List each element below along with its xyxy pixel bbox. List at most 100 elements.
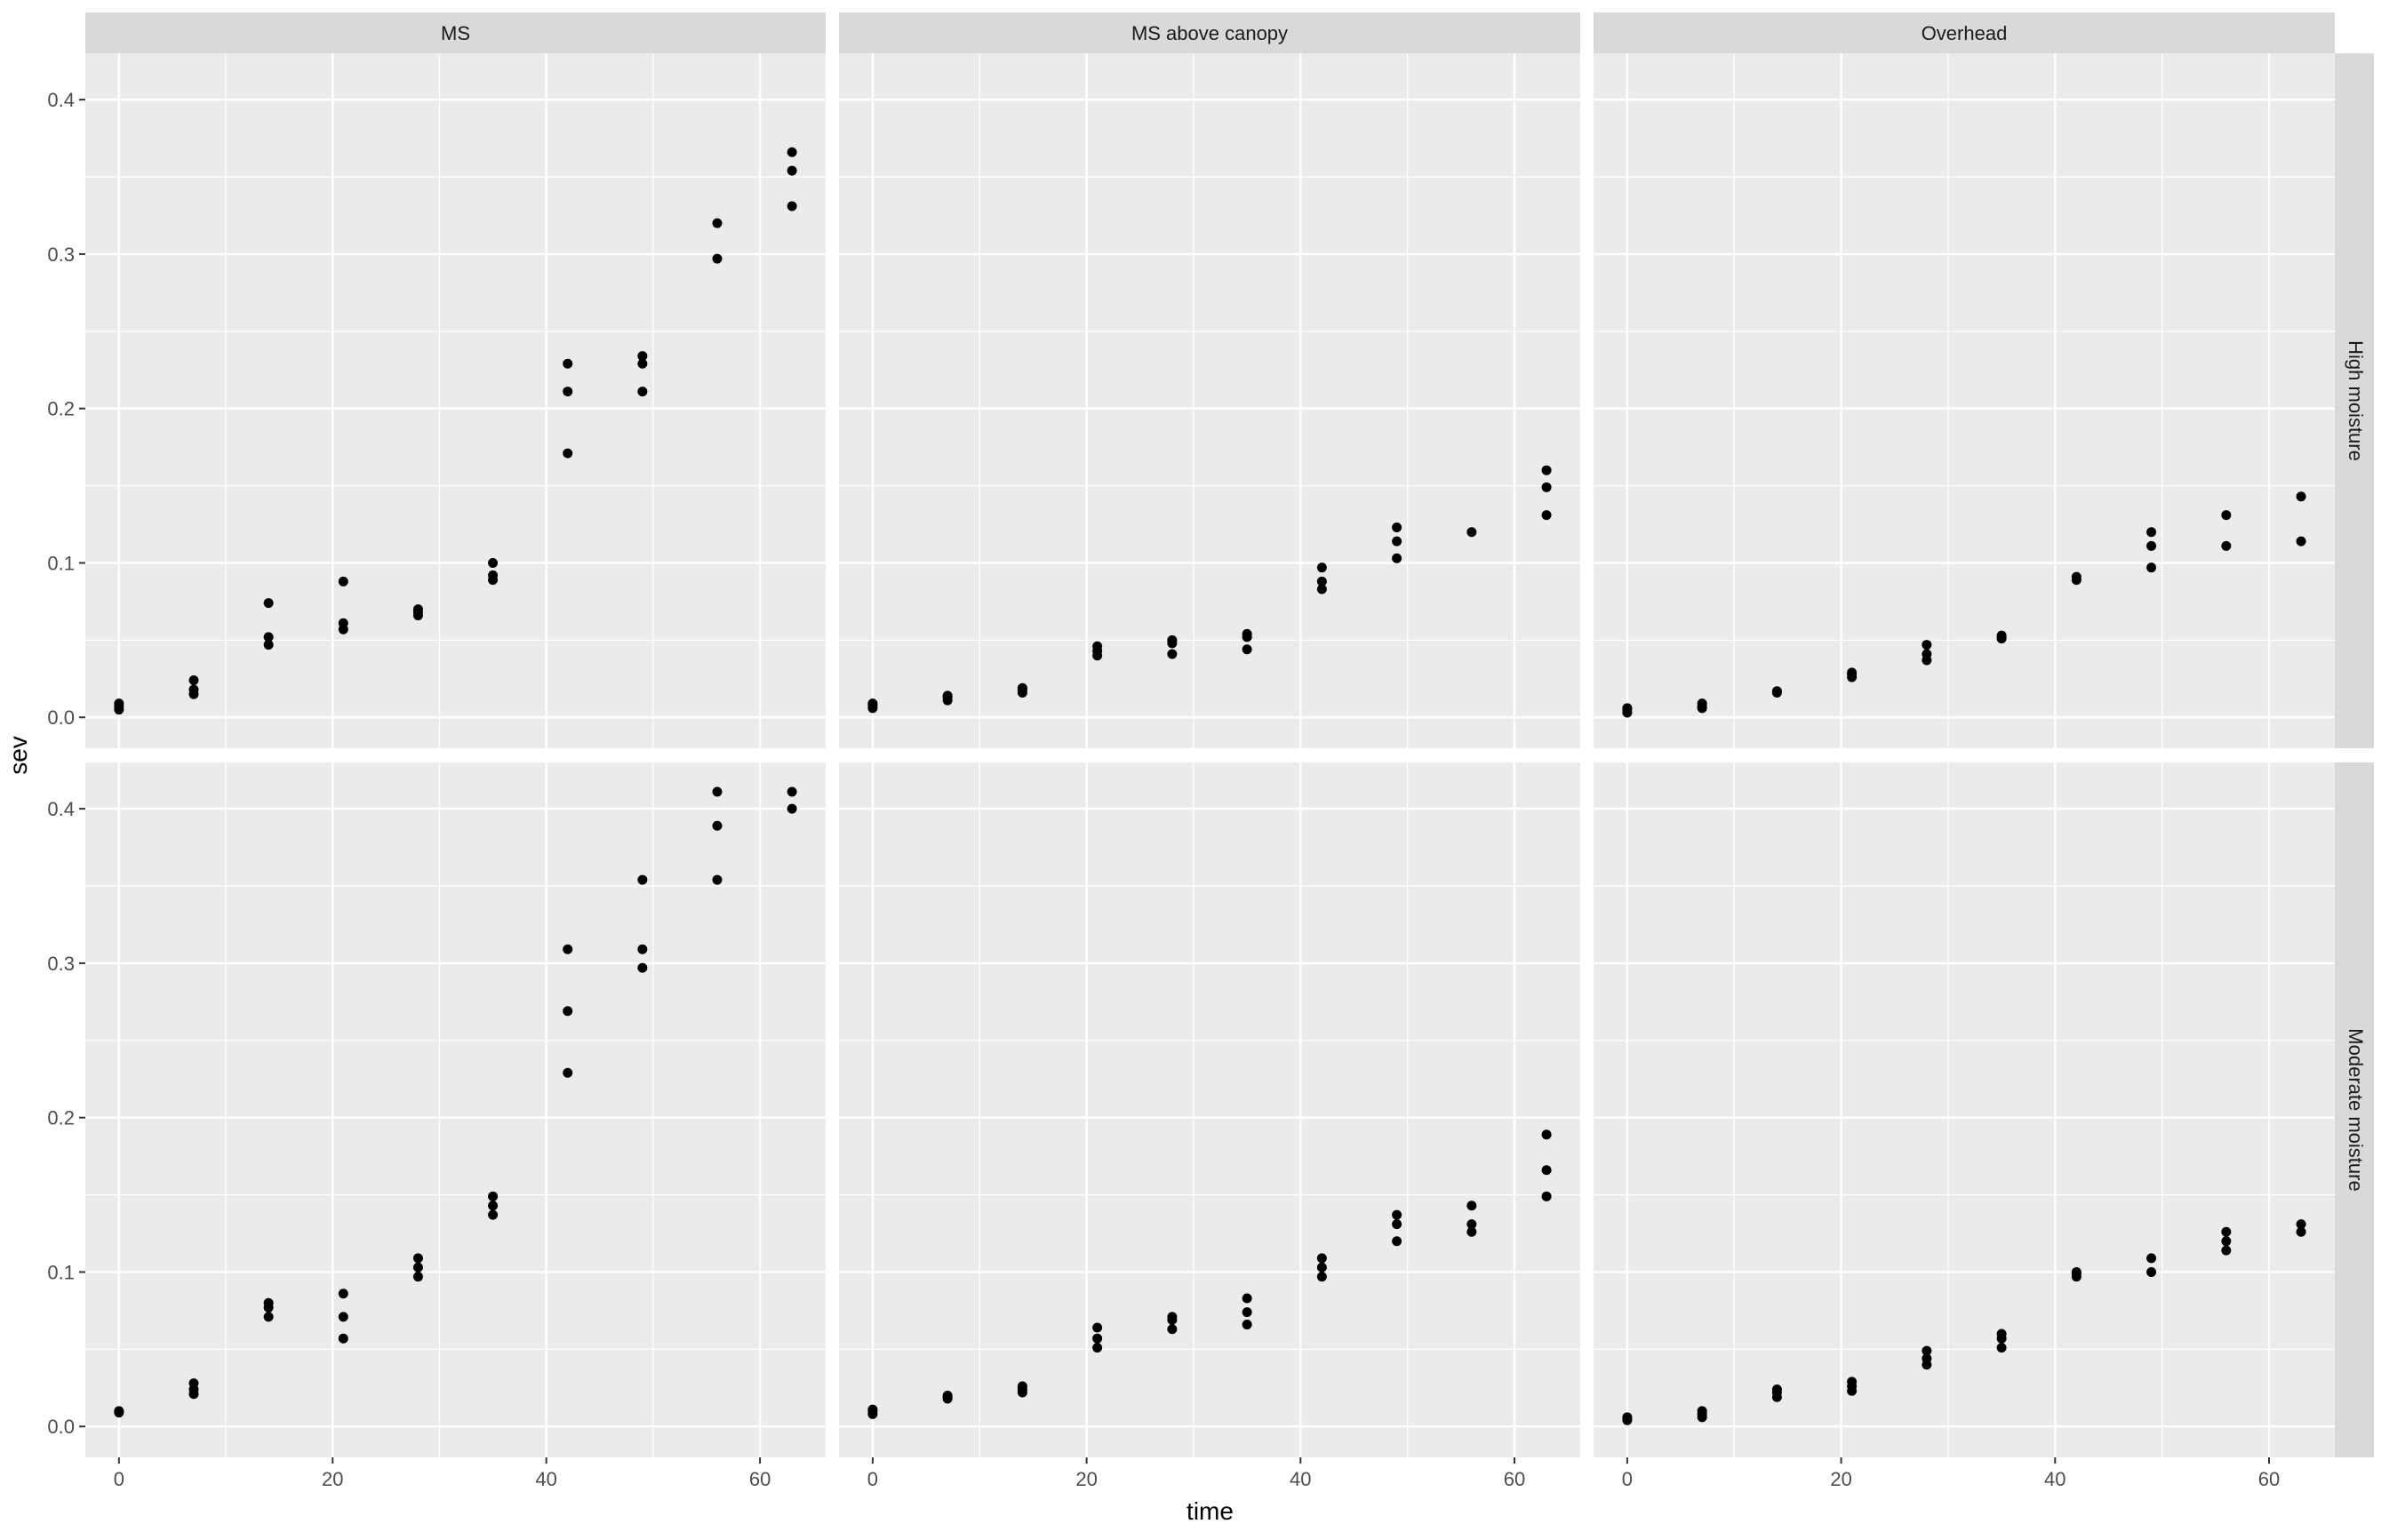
data-point bbox=[787, 803, 797, 814]
x-tick-label: 40 bbox=[535, 1468, 556, 1490]
data-point bbox=[1017, 682, 1027, 693]
data-point bbox=[1466, 527, 1477, 538]
data-point bbox=[1392, 1219, 1402, 1230]
data-point bbox=[1697, 698, 1707, 709]
data-point bbox=[1541, 465, 1552, 475]
data-point bbox=[1242, 1293, 1252, 1304]
y-tick-label: 0.4 bbox=[47, 89, 75, 111]
data-point bbox=[1541, 1129, 1552, 1140]
data-point bbox=[1092, 641, 1103, 651]
data-point bbox=[637, 874, 648, 885]
data-point bbox=[1847, 667, 1858, 678]
data-point bbox=[1017, 1381, 1027, 1392]
x-tick-label: 40 bbox=[2044, 1468, 2065, 1490]
data-point bbox=[1541, 510, 1552, 521]
y-tick-label: 0.4 bbox=[47, 798, 75, 820]
data-point bbox=[2146, 1266, 2157, 1277]
data-point bbox=[263, 1312, 274, 1322]
data-point bbox=[563, 387, 573, 397]
data-point bbox=[1697, 1406, 1707, 1416]
data-point bbox=[1541, 1165, 1552, 1176]
data-point bbox=[114, 1406, 124, 1416]
data-point bbox=[1466, 1201, 1477, 1211]
x-tick-label: 60 bbox=[1504, 1468, 1525, 1490]
data-point bbox=[1242, 628, 1252, 639]
data-point bbox=[637, 358, 648, 369]
data-point bbox=[1167, 649, 1178, 659]
data-point bbox=[637, 387, 648, 397]
data-point bbox=[1922, 640, 1932, 650]
y-tick-label: 0.0 bbox=[47, 706, 75, 729]
data-point bbox=[1316, 576, 1327, 586]
data-point bbox=[563, 448, 573, 459]
data-point bbox=[2221, 540, 2232, 551]
panel-background bbox=[839, 762, 1580, 1457]
data-point bbox=[338, 576, 348, 586]
data-point bbox=[942, 690, 953, 701]
data-point bbox=[412, 1272, 423, 1282]
data-point bbox=[1541, 482, 1552, 492]
data-point bbox=[1922, 649, 1932, 659]
data-point bbox=[712, 874, 723, 885]
data-point bbox=[1996, 1329, 2007, 1339]
data-point bbox=[563, 1006, 573, 1017]
data-point bbox=[2146, 1253, 2157, 1264]
panel-background bbox=[1594, 762, 2335, 1457]
x-tick-label: 40 bbox=[1290, 1468, 1311, 1490]
data-point bbox=[1242, 1320, 1252, 1330]
y-tick-label: 0.2 bbox=[47, 1107, 75, 1129]
data-point bbox=[188, 1378, 199, 1389]
data-point bbox=[787, 201, 797, 211]
data-point bbox=[1996, 1343, 2007, 1353]
data-point bbox=[1316, 1272, 1327, 1282]
data-point bbox=[1092, 1343, 1103, 1353]
data-point bbox=[1242, 1307, 1252, 1318]
panel-ms-above-canopy-high-moisture bbox=[839, 53, 1580, 748]
data-point bbox=[1922, 1353, 1932, 1364]
data-point bbox=[263, 598, 274, 609]
data-point bbox=[1847, 1376, 1858, 1387]
data-point bbox=[1392, 522, 1402, 532]
data-point bbox=[2296, 1226, 2306, 1237]
data-point bbox=[412, 604, 423, 615]
data-point bbox=[1466, 1226, 1477, 1237]
data-point bbox=[787, 786, 797, 797]
data-point bbox=[2146, 527, 2157, 538]
data-point bbox=[488, 1191, 499, 1201]
data-point bbox=[1316, 584, 1327, 594]
data-point bbox=[637, 944, 648, 954]
data-point bbox=[867, 1404, 878, 1415]
panel-overhead-moderate-moisture bbox=[1594, 762, 2335, 1457]
data-point bbox=[1167, 1312, 1178, 1322]
data-point bbox=[2071, 571, 2081, 582]
data-point bbox=[188, 675, 199, 686]
panel-ms-high-moisture bbox=[85, 53, 826, 748]
strip-ms-above-canopy bbox=[839, 12, 1580, 53]
x-tick-label: 0 bbox=[114, 1468, 124, 1490]
data-point bbox=[2146, 563, 2157, 573]
x-tick-label: 0 bbox=[867, 1468, 878, 1490]
data-point bbox=[1541, 1191, 1552, 1201]
data-point bbox=[1092, 1333, 1103, 1344]
panel-background bbox=[85, 53, 826, 748]
data-point bbox=[942, 1390, 953, 1400]
data-point bbox=[1392, 1236, 1402, 1247]
strip-label-high-moisture: High moisture bbox=[2345, 340, 2367, 461]
strip-overhead bbox=[1594, 12, 2335, 53]
data-point bbox=[338, 1333, 348, 1344]
x-tick-label: 20 bbox=[322, 1468, 343, 1490]
y-tick-label: 0.3 bbox=[47, 243, 75, 266]
strip-ms bbox=[85, 12, 826, 53]
data-point bbox=[1922, 1345, 1932, 1356]
data-point bbox=[712, 218, 723, 228]
x-tick-label: 0 bbox=[1622, 1468, 1633, 1490]
data-point bbox=[1392, 553, 1402, 563]
panel-ms-above-canopy-moderate-moisture bbox=[839, 762, 1580, 1457]
x-axis-title: time bbox=[1187, 1497, 1234, 1525]
data-point bbox=[2296, 536, 2306, 547]
data-point bbox=[114, 698, 124, 709]
y-tick-label: 0.3 bbox=[47, 953, 75, 975]
strip-label-overhead: Overhead bbox=[1922, 22, 2008, 44]
